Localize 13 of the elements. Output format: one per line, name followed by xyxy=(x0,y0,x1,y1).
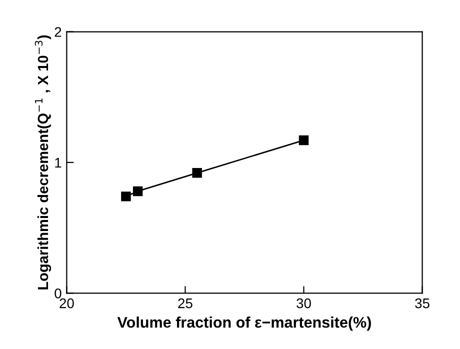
point xyxy=(298,135,309,146)
x-axis-title: Volume fraction of ε−martensite(%) xyxy=(117,316,371,331)
y-tick-label: 1 xyxy=(55,158,62,168)
x-tick-label: 25 xyxy=(178,298,192,308)
point xyxy=(192,168,202,178)
x-tick-label: 35 xyxy=(415,298,430,308)
y-tick-label: 2 xyxy=(54,27,62,37)
point xyxy=(132,186,143,196)
x-tick-label: 30 xyxy=(296,298,311,308)
x-tick-label: 20 xyxy=(60,298,74,308)
y-tick-label: 0 xyxy=(54,288,62,298)
point xyxy=(121,192,131,202)
y-axis-title: Logarithmic decrement(Q$^{−1}$ , X 10$^{−3}$) xyxy=(34,35,52,290)
